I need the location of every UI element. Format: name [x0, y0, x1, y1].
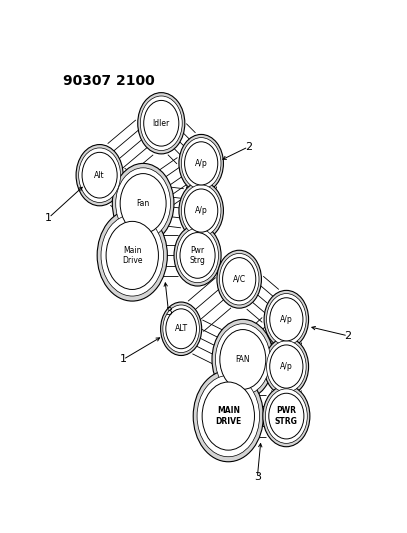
Circle shape [97, 210, 167, 301]
Circle shape [177, 228, 219, 282]
Text: FAN: FAN [236, 355, 250, 364]
Text: 1: 1 [45, 213, 53, 223]
Circle shape [185, 142, 218, 185]
Circle shape [163, 305, 199, 352]
Text: A/p: A/p [195, 159, 208, 168]
Circle shape [197, 375, 260, 457]
Circle shape [174, 225, 221, 286]
Text: MAIN
DRIVE: MAIN DRIVE [215, 406, 241, 426]
Circle shape [220, 329, 266, 390]
Circle shape [265, 389, 307, 443]
Text: A/C: A/C [233, 274, 246, 284]
Text: PWR
STRG: PWR STRG [275, 406, 298, 426]
Circle shape [140, 96, 182, 150]
Circle shape [193, 370, 263, 462]
Text: Pwr
Strg: Pwr Strg [190, 246, 206, 265]
Circle shape [138, 93, 185, 154]
Circle shape [120, 174, 166, 233]
Circle shape [179, 182, 223, 239]
Text: A/p: A/p [280, 315, 293, 324]
Circle shape [82, 152, 117, 198]
Text: 1: 1 [120, 354, 127, 365]
Circle shape [116, 168, 171, 239]
Circle shape [215, 324, 270, 395]
Text: A/p: A/p [195, 206, 208, 215]
Circle shape [112, 164, 174, 244]
Text: Main
Drive: Main Drive [122, 246, 142, 265]
Circle shape [179, 134, 223, 192]
Circle shape [166, 309, 197, 349]
Text: 2: 2 [245, 142, 252, 152]
Circle shape [219, 254, 259, 305]
Circle shape [182, 185, 221, 236]
Circle shape [264, 290, 309, 348]
Circle shape [212, 319, 274, 400]
Text: 90307 2100: 90307 2100 [63, 74, 155, 88]
Circle shape [182, 138, 221, 189]
Text: Alt: Alt [94, 171, 105, 180]
Circle shape [101, 215, 164, 296]
Text: Fan: Fan [136, 199, 150, 208]
Circle shape [223, 257, 256, 301]
Circle shape [267, 341, 306, 392]
Circle shape [202, 382, 254, 450]
Circle shape [217, 251, 261, 308]
Text: 3: 3 [254, 472, 261, 482]
Circle shape [76, 144, 123, 206]
Text: 3: 3 [165, 307, 172, 317]
Circle shape [263, 385, 310, 447]
Text: 2: 2 [344, 331, 352, 341]
Text: A/p: A/p [280, 362, 293, 371]
Circle shape [270, 345, 303, 388]
Circle shape [161, 302, 202, 356]
Circle shape [185, 189, 218, 232]
Circle shape [267, 294, 306, 345]
Text: ALT: ALT [175, 324, 188, 333]
Circle shape [270, 298, 303, 341]
Circle shape [264, 337, 309, 395]
Circle shape [180, 232, 215, 278]
Text: Idler: Idler [153, 119, 170, 128]
Circle shape [144, 100, 179, 146]
Circle shape [79, 148, 120, 203]
Circle shape [269, 393, 304, 439]
Circle shape [106, 221, 158, 289]
